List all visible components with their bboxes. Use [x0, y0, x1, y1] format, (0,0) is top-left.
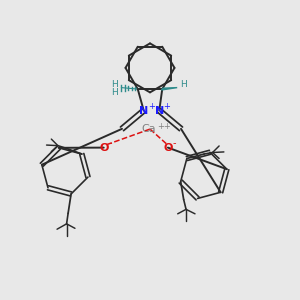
Text: O: O [163, 142, 172, 153]
Text: -: - [173, 138, 176, 148]
Text: O: O [99, 142, 108, 153]
Text: H: H [111, 88, 118, 97]
Text: N: N [139, 106, 148, 116]
Text: ++: ++ [158, 122, 171, 130]
Text: Ca: Ca [141, 124, 156, 134]
Text: H: H [111, 80, 118, 88]
Text: N: N [154, 106, 164, 116]
Polygon shape [161, 88, 177, 90]
Text: +: + [148, 102, 154, 111]
Text: -: - [109, 138, 112, 148]
Text: H: H [180, 80, 187, 89]
Text: +: + [163, 102, 170, 111]
